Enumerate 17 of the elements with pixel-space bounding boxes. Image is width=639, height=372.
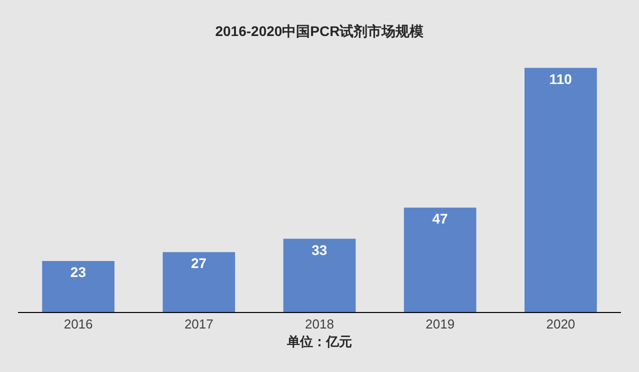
chart-title: 2016-2020中国PCR试剂市场规模 [215,22,425,39]
x-tick-label: 2018 [305,316,334,332]
bar [404,208,476,312]
x-tick-label: 2020 [546,316,576,332]
bar [42,260,114,312]
data-label: 110 [549,70,572,87]
bar [162,252,236,312]
data-label: 33 [312,242,328,258]
bar [283,238,356,312]
x-axis-title: 单位：亿元 [286,334,352,350]
x-tick-label: 2017 [184,316,214,332]
bar [524,68,597,312]
data-label: 23 [70,264,86,280]
x-tick-label: 2019 [426,316,455,332]
data-label: 27 [191,255,207,272]
data-label: 47 [432,210,448,227]
x-tick-label: 2016 [64,316,93,332]
